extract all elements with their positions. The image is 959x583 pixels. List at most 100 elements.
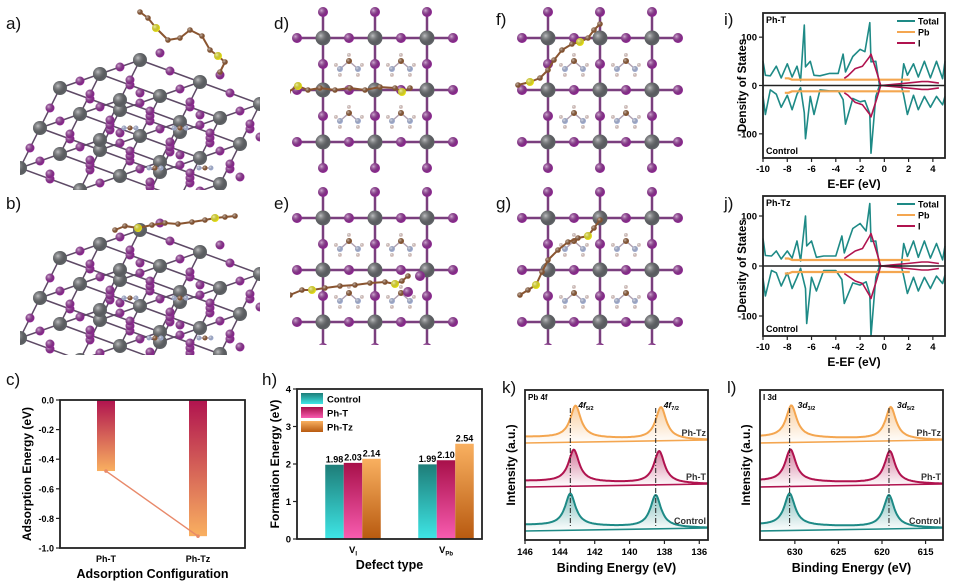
atom-highlight <box>245 289 255 299</box>
atom-highlight <box>45 339 55 349</box>
x-tick-label: 2 <box>906 164 911 175</box>
atom-highlight <box>318 291 328 301</box>
atom-highlight <box>390 253 394 257</box>
panel-label-d: d) <box>274 14 290 33</box>
atom-highlight <box>517 292 523 298</box>
atom-highlight <box>122 223 128 229</box>
atom-highlight <box>127 295 133 301</box>
atom-highlight <box>153 155 167 169</box>
x-tick-label: 140 <box>622 547 638 558</box>
atom-highlight <box>177 125 183 131</box>
atom-highlight <box>146 335 152 341</box>
atom-highlight <box>398 290 404 296</box>
atom-highlight <box>555 247 561 253</box>
atom-highlight <box>93 237 107 251</box>
atom-highlight <box>245 119 255 129</box>
x-tick-label: 2 <box>906 342 911 353</box>
atom-highlight <box>597 21 603 27</box>
annotation: Pb 4f <box>528 393 548 402</box>
atom-highlight <box>317 85 323 91</box>
y-tick-label: -0.4 <box>38 455 54 465</box>
x-axis-label: E-EF (eV) <box>827 177 880 190</box>
atom-highlight <box>403 287 413 297</box>
atom-highlight <box>105 115 115 125</box>
atom-highlight <box>647 291 657 301</box>
annotation-top: Ph-T <box>766 15 786 25</box>
atom-highlight <box>386 243 390 247</box>
atom-highlight <box>232 213 238 219</box>
atom-highlight <box>396 213 406 223</box>
atom-highlight <box>611 115 615 119</box>
atom-highlight <box>25 313 35 323</box>
atom-highlight <box>633 305 637 309</box>
atom-highlight <box>183 125 189 131</box>
atom-highlight <box>580 118 586 124</box>
atom-highlight <box>133 129 147 143</box>
atom-highlight <box>448 85 458 95</box>
atom-highlight <box>75 76 85 86</box>
atom-highlight <box>580 246 586 252</box>
atom-highlight <box>595 7 605 17</box>
atom-highlight <box>149 222 155 228</box>
atom-highlight <box>125 75 135 85</box>
atom-highlight <box>517 137 527 147</box>
atom-highlight <box>355 298 361 304</box>
x-tick-label: -4 <box>832 342 841 353</box>
atom-highlight <box>292 137 302 147</box>
atom-highlight <box>337 283 343 289</box>
atom-highlight <box>344 265 354 275</box>
atom-highlight <box>595 187 605 197</box>
atom-highlight <box>623 290 629 296</box>
atom-highlight <box>193 321 207 335</box>
atom-highlight <box>213 177 227 190</box>
atom-highlight <box>334 115 338 119</box>
atom-highlight <box>347 53 351 57</box>
atom-highlight <box>551 57 557 63</box>
atom-highlight <box>85 325 95 335</box>
x-axis-label: E-EF (eV) <box>827 355 880 369</box>
atom-highlight <box>360 295 364 299</box>
atom-highlight <box>315 134 331 150</box>
atom-highlight <box>133 125 139 131</box>
atom-highlight <box>95 272 105 282</box>
dos-total-up <box>762 21 946 87</box>
atom-highlight <box>398 88 406 96</box>
atom-highlight <box>208 335 214 341</box>
x-tick-label: 620 <box>874 547 890 558</box>
atom-highlight <box>235 342 245 352</box>
atom-highlight <box>392 85 398 91</box>
legend-label: Ph-T <box>327 409 348 420</box>
x-axis-label: Adsorption Configuration <box>76 567 228 581</box>
atom-highlight <box>585 115 589 119</box>
atom-highlight <box>543 7 553 17</box>
atom-highlight <box>208 165 214 171</box>
atom-highlight <box>517 85 527 95</box>
y-tick-label: -1.0 <box>38 544 54 554</box>
atom-highlight <box>389 118 395 124</box>
atom-highlight <box>294 82 302 90</box>
atom-highlight <box>53 81 67 95</box>
atom-highlight <box>419 314 435 330</box>
peak-fill-ph-tz <box>760 405 943 443</box>
baseline-ph-t <box>524 483 709 488</box>
atom-highlight <box>202 165 208 171</box>
x-tick-label: -8 <box>783 164 791 175</box>
legend-swatch-control <box>301 393 323 404</box>
atom-highlight <box>422 111 432 121</box>
atom-highlight <box>614 118 620 124</box>
atom-highlight <box>290 292 293 298</box>
panel-label-g: g) <box>496 194 512 213</box>
atom-highlight <box>396 137 406 147</box>
atom-highlight <box>165 307 175 317</box>
atom-highlight <box>562 298 568 304</box>
atom-highlight <box>137 9 143 15</box>
atom-highlight <box>563 305 567 309</box>
atom-highlight <box>585 243 589 247</box>
chart-formation-energy: 0 1 2 3 4 1.98 2.03 2.14 VI 1.99 2.102.54 VPb Contro… <box>268 385 483 572</box>
panel-label-b: b) <box>6 194 22 213</box>
atom-highlight <box>543 111 553 121</box>
y-tick-label: 0 <box>286 535 291 546</box>
atom-highlight <box>644 262 660 278</box>
atom-highlight <box>253 267 260 281</box>
